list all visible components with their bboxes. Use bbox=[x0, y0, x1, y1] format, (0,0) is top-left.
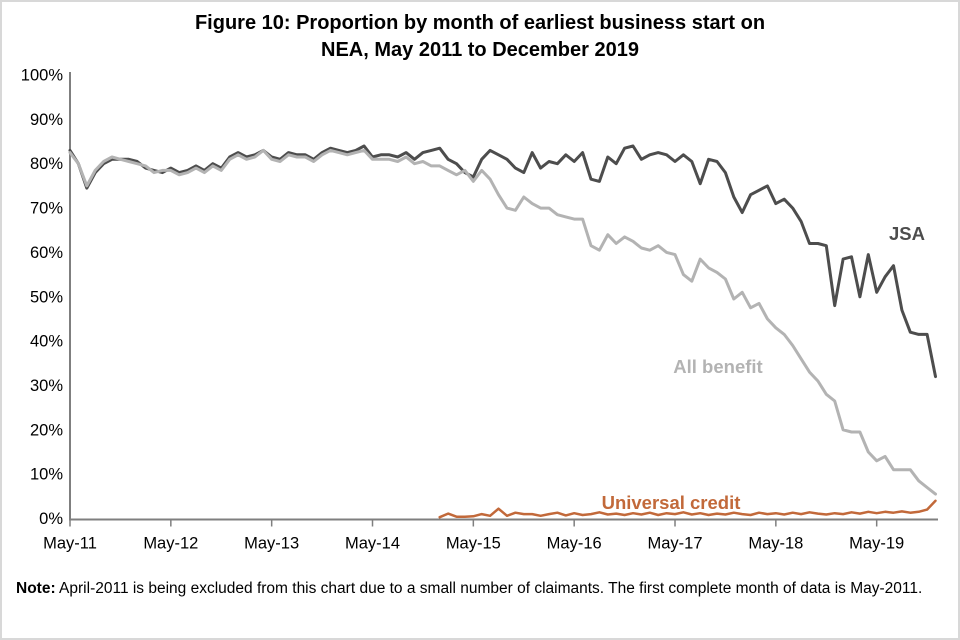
x-axis-tick-label: May-11 bbox=[43, 535, 97, 553]
series-label-universal-credit: Universal credit bbox=[602, 492, 741, 513]
x-axis-tick-label: May-17 bbox=[647, 535, 702, 553]
series-line-jsa bbox=[68, 144, 937, 379]
y-axis-tick-label: 20% bbox=[30, 421, 63, 439]
y-axis-tick-label: 0% bbox=[39, 510, 63, 528]
chart-title: Figure 10: Proportion by month of earlie… bbox=[2, 10, 958, 64]
note-label: Note: bbox=[16, 580, 56, 597]
x-axis-tick-label: May-16 bbox=[547, 535, 602, 553]
series-line-all-benefit bbox=[68, 148, 937, 496]
y-axis-tick-label: 70% bbox=[30, 200, 63, 218]
y-axis-tick-label: 50% bbox=[30, 288, 63, 306]
series-line-universal-credit bbox=[438, 499, 937, 519]
chart-note: Note: April-2011 is being excluded from … bbox=[16, 578, 938, 600]
y-axis-tick-label: 60% bbox=[30, 244, 63, 262]
y-axis-tick-label: 30% bbox=[30, 377, 63, 395]
y-axis-tick-label: 80% bbox=[30, 155, 63, 173]
x-axis-tick-label: May-14 bbox=[345, 535, 400, 553]
note-text: April-2011 is being excluded from this c… bbox=[55, 580, 923, 597]
chart-title-line2: NEA, May 2011 to December 2019 bbox=[321, 39, 639, 61]
x-axis-tick-label: May-12 bbox=[143, 535, 198, 553]
x-axis-tick-label: May-15 bbox=[446, 535, 501, 553]
y-axis-tick-label: 90% bbox=[30, 111, 63, 129]
x-axis-tick-label: May-18 bbox=[748, 535, 803, 553]
series-label-all-benefit: All benefit bbox=[673, 356, 762, 377]
x-axis-tick-label: May-13 bbox=[244, 535, 299, 553]
chart-title-line1: Figure 10: Proportion by month of earlie… bbox=[194, 12, 766, 34]
y-axis-tick-label: 100% bbox=[21, 67, 64, 85]
series-label-jsa: JSA bbox=[889, 223, 925, 244]
y-axis-tick-label: 40% bbox=[30, 333, 63, 351]
x-axis-tick-label: May-19 bbox=[849, 535, 904, 553]
y-axis-tick-label: 10% bbox=[30, 466, 63, 484]
